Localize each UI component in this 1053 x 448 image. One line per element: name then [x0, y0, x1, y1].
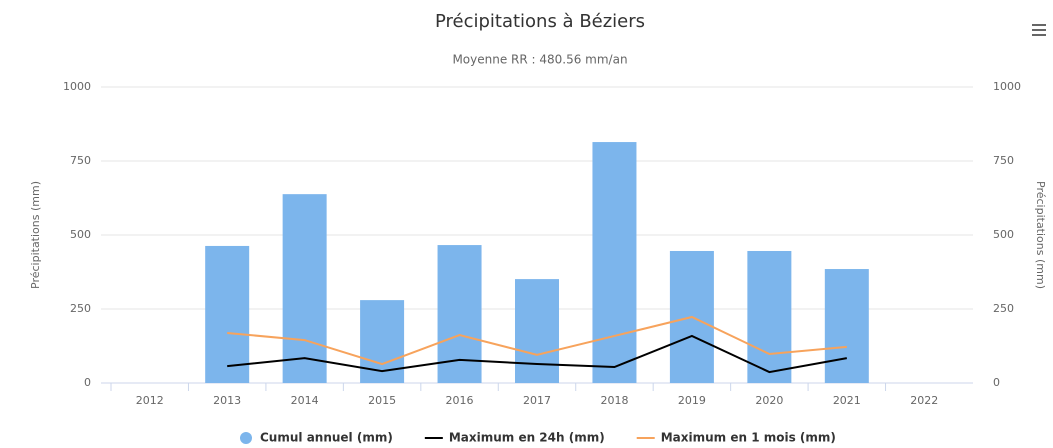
bar — [747, 250, 792, 383]
line — [227, 334, 847, 374]
y-tick-label: 750 — [70, 154, 91, 167]
x-tick-label: 2020 — [755, 394, 783, 407]
bar — [824, 269, 869, 383]
x-tick-label: 2015 — [368, 394, 396, 407]
x-tick-label: 2016 — [446, 394, 474, 407]
x-tick-label: 2022 — [910, 394, 938, 407]
y2-axis-label: Précipitations (mm) — [1034, 181, 1047, 289]
bar — [282, 194, 327, 383]
bar — [515, 279, 559, 383]
x-tick-label: 2014 — [291, 394, 319, 407]
x-tick-label: 2013 — [213, 394, 241, 407]
x-tick-label: 2012 — [136, 394, 164, 407]
chart-subtitle: Moyenne RR : 480.56 mm/an — [452, 53, 627, 67]
y2-tick-label: 250 — [993, 302, 1014, 315]
x-tick-label: 2017 — [523, 394, 551, 407]
legend-label: Cumul annuel (mm) — [260, 431, 393, 445]
bar — [592, 142, 637, 383]
y-tick-label: 250 — [70, 302, 91, 315]
legend-symbol — [240, 432, 252, 444]
menu-icon[interactable] — [1032, 24, 1046, 36]
y-tick-label: 500 — [70, 228, 91, 241]
x-tick-label: 2021 — [833, 394, 861, 407]
bar — [205, 245, 250, 383]
legend-label: Maximum en 24h (mm) — [449, 431, 605, 445]
menu-bar — [1032, 24, 1046, 26]
menu-bar — [1032, 29, 1046, 31]
line — [227, 315, 847, 366]
y-tick-label: 0 — [84, 376, 91, 389]
y2-tick-label: 750 — [993, 154, 1014, 167]
y-tick-label: 1000 — [63, 80, 91, 93]
legend-label: Maximum en 1 mois (mm) — [661, 431, 836, 445]
y-axis-label: Précipitations (mm) — [29, 181, 42, 289]
y2-tick-label: 0 — [993, 376, 1000, 389]
chart-title: Précipitations à Béziers — [435, 11, 645, 32]
menu-bar — [1032, 34, 1046, 36]
x-tick-label: 2019 — [678, 394, 706, 407]
x-tick-label: 2018 — [600, 394, 628, 407]
y2-tick-label: 500 — [993, 228, 1014, 241]
y2-tick-label: 1000 — [993, 80, 1021, 93]
